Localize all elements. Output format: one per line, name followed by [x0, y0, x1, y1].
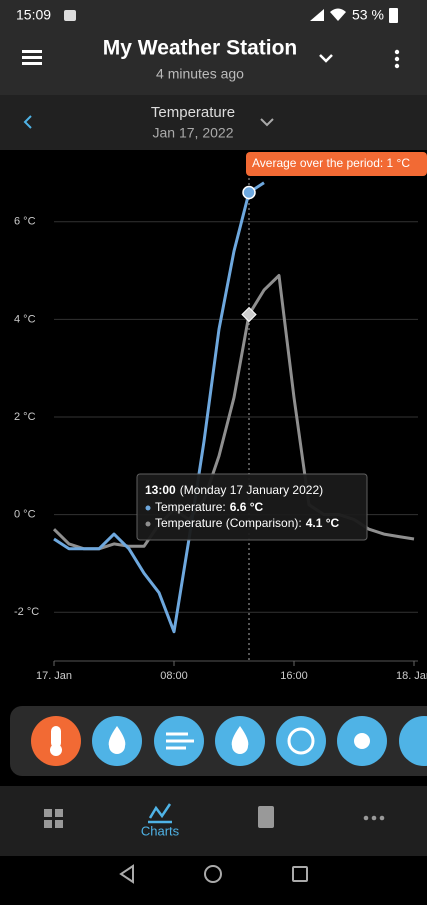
prev-button[interactable]	[23, 115, 32, 129]
menu-button[interactable]	[22, 50, 42, 65]
hover-marker	[242, 185, 256, 200]
chart: 6 °C 4 °C 2 °C 0 °C -2 °C 17. Jan 08:00 16:00 18…	[0, 150, 427, 700]
sub-header-bg	[0, 95, 427, 150]
overflow-menu[interactable]	[394, 49, 400, 69]
sensor-buttons	[31, 716, 427, 766]
measure-title[interactable]: Temperature	[151, 104, 235, 121]
measure-date: Jan 17, 2022	[153, 125, 234, 141]
y-tick-label: -2 °C	[14, 606, 39, 618]
tooltip-title: 13:00 (Monday 17 January 2022)	[145, 483, 323, 497]
chart-bg	[0, 150, 427, 700]
sensor-uv[interactable]	[399, 716, 427, 766]
sys-recents[interactable]	[292, 866, 308, 882]
sensor-pressure[interactable]	[276, 716, 326, 766]
tooltip-dot	[145, 521, 151, 527]
tooltip-value: 6.6 °C	[230, 500, 264, 514]
tooltip-bg	[136, 473, 368, 541]
battery-icon	[389, 8, 398, 23]
wifi-icon	[330, 8, 346, 21]
tooltip-value: 4.1 °C	[306, 516, 340, 530]
y-tick-label: 0 °C	[14, 509, 36, 521]
tooltip-row: Temperature: 6.6 °C	[155, 500, 264, 514]
status-time: 15:09	[16, 7, 51, 23]
x-tick-label: 16:00	[280, 670, 308, 682]
tooltip-label: Temperature (Comparison):	[155, 516, 302, 530]
x-tick-label: 08:00	[160, 670, 188, 682]
x-tick-label: 17. Jan	[36, 670, 72, 682]
nav-charts-icon[interactable]	[148, 803, 172, 824]
x-tick-label: 18. Jan	[396, 670, 427, 682]
annotation-bg	[246, 152, 427, 176]
app-title[interactable]: My Weather Station	[103, 37, 297, 60]
y-tick-label: 6 °C	[14, 216, 36, 228]
bottom-nav	[0, 786, 427, 856]
nav-dashboard[interactable]	[44, 809, 63, 828]
series-line	[53, 181, 265, 634]
nav-charts-label[interactable]: Charts	[141, 823, 180, 838]
y-tick-label: 2 °C	[14, 411, 36, 423]
y-tick-label: 4 °C	[14, 313, 36, 325]
measure-dropdown[interactable]	[260, 118, 274, 127]
battery-text: 53 %	[352, 7, 384, 23]
tooltip-row: Temperature (Comparison): 4.1 °C	[155, 516, 340, 530]
hover-marker	[241, 306, 257, 323]
sys-back[interactable]	[119, 864, 134, 884]
tooltip-date: (Monday 17 January 2022)	[180, 483, 323, 497]
signal-icon	[310, 9, 324, 21]
nav-more[interactable]	[363, 815, 385, 821]
sys-home[interactable]	[204, 865, 222, 883]
tooltip-label: Temperature:	[155, 500, 226, 514]
status-icon	[64, 10, 76, 21]
tooltip-time: 13:00	[145, 483, 176, 497]
tooltip-dot	[145, 505, 151, 511]
system-nav	[0, 856, 427, 900]
station-dropdown[interactable]	[319, 54, 333, 63]
app-subtitle: 4 minutes ago	[156, 66, 244, 82]
nav-reports[interactable]	[258, 806, 274, 828]
annotation: Average over the period: 1 °C	[252, 156, 410, 170]
